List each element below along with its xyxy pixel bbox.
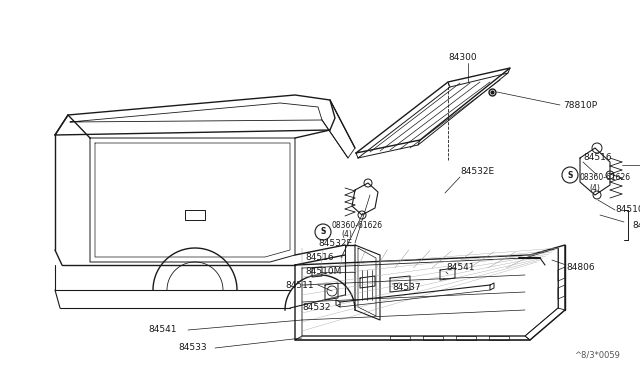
Text: (4): (4) xyxy=(589,183,600,192)
Text: (4): (4) xyxy=(341,231,352,240)
Text: 84510: 84510 xyxy=(632,221,640,230)
Text: 84510M: 84510M xyxy=(615,205,640,215)
Text: 84541: 84541 xyxy=(148,326,177,334)
Text: 84806: 84806 xyxy=(566,263,595,273)
Text: 84532E: 84532E xyxy=(460,167,494,176)
Text: S: S xyxy=(320,228,326,237)
Text: 84532: 84532 xyxy=(302,304,330,312)
Text: 84537: 84537 xyxy=(392,283,420,292)
Text: 84510M: 84510M xyxy=(305,267,341,276)
Text: 08360-61626: 08360-61626 xyxy=(331,221,382,230)
Text: 78810P: 78810P xyxy=(563,100,597,109)
Text: S: S xyxy=(567,170,573,180)
Text: 84541: 84541 xyxy=(446,263,474,273)
Text: 84516: 84516 xyxy=(583,153,612,161)
Text: 84511: 84511 xyxy=(285,280,314,289)
Text: 08360-61626: 08360-61626 xyxy=(579,173,630,183)
Text: 84533: 84533 xyxy=(178,343,207,353)
Text: 84516: 84516 xyxy=(305,253,333,263)
Text: ^8/3*0059: ^8/3*0059 xyxy=(574,351,620,360)
Text: 84532E: 84532E xyxy=(318,238,352,247)
Text: 84300: 84300 xyxy=(448,54,477,62)
